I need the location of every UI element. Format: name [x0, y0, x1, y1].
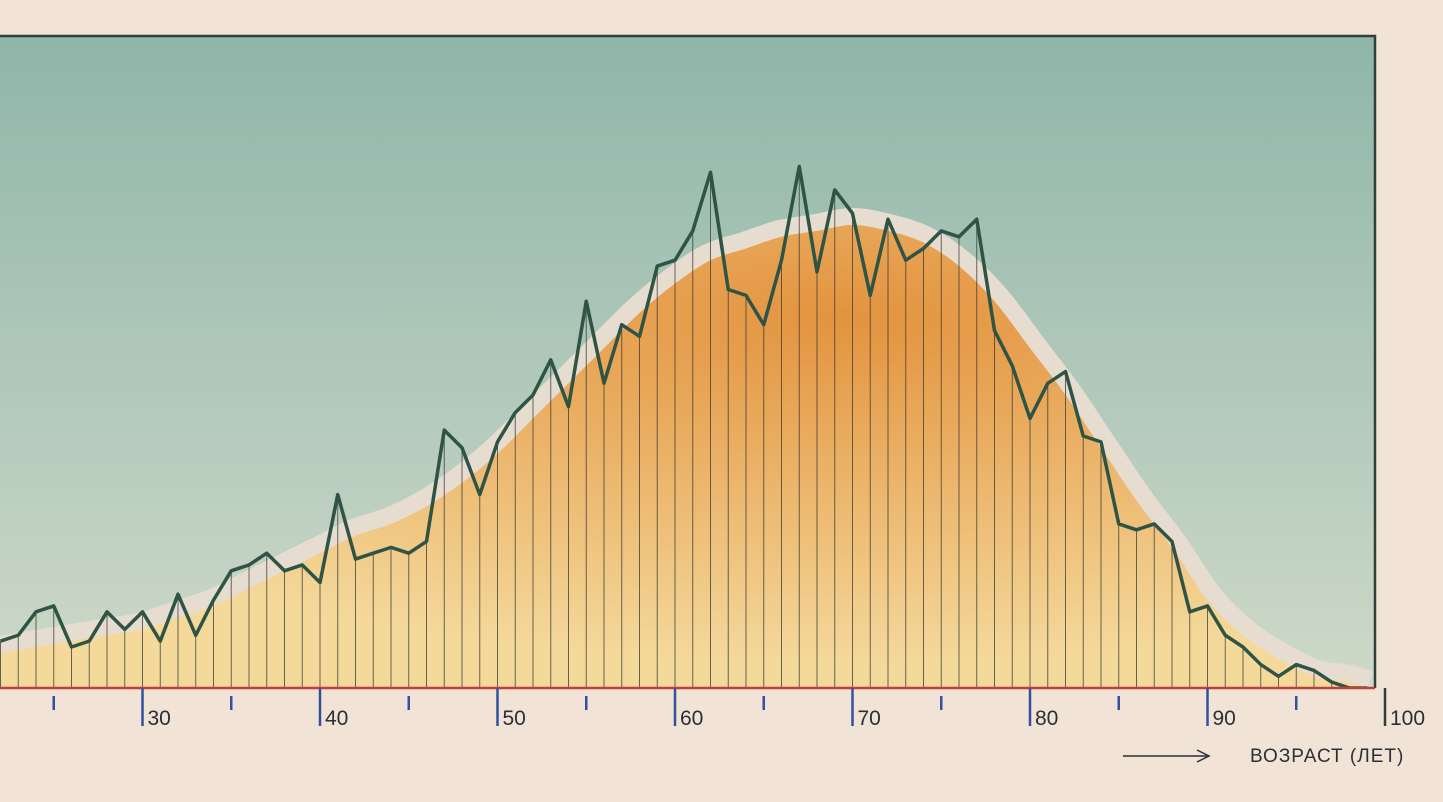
x-axis-title: ВОЗРАСТ (ЛЕТ) [1250, 746, 1404, 767]
x-tick-label: 70 [858, 707, 881, 730]
x-tick-label: 90 [1213, 707, 1236, 730]
age-count-line [0, 164, 1368, 688]
x-tick-label: 30 [148, 707, 171, 730]
x-tick-label: 40 [325, 707, 348, 730]
x-axis-ticks: 30 40 50 60 70 80 90 100 [52, 688, 1425, 730]
x-tick-label: 60 [680, 707, 703, 730]
x-tick-label: 80 [1035, 707, 1058, 730]
chart-frame [0, 34, 1377, 688]
smooth-curve-fill [0, 225, 1368, 688]
x-tick-label: 50 [503, 707, 526, 730]
x-tick-label: 100 [1390, 707, 1425, 730]
arrow-head [1196, 749, 1211, 763]
vertical-hatching [0, 166, 1333, 688]
x-axis-label: ВОЗРАСТ (ЛЕТ) [1123, 746, 1404, 767]
